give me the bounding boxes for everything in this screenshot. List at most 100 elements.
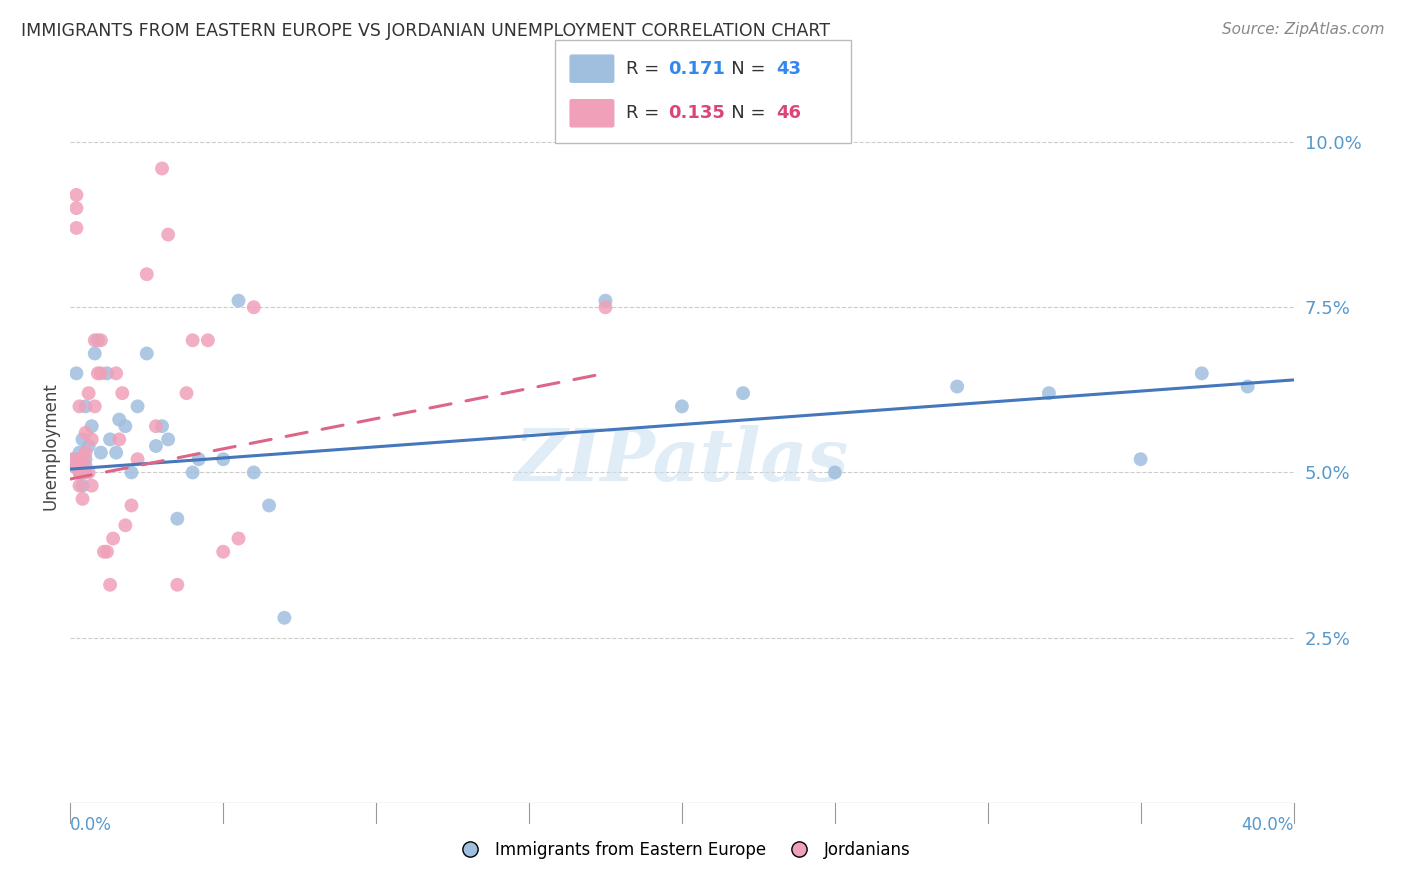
Point	[121, 466, 143, 480]
Point	[108, 412, 131, 426]
Point	[62, 452, 84, 467]
Point	[87, 367, 110, 381]
Point	[157, 433, 180, 447]
Point	[75, 458, 97, 473]
Point	[135, 346, 157, 360]
Point	[181, 333, 204, 347]
Point	[228, 532, 250, 546]
Point	[228, 293, 250, 308]
Point	[69, 445, 91, 459]
Point	[157, 227, 180, 242]
Point	[77, 466, 100, 480]
Point	[121, 499, 143, 513]
Point	[212, 452, 235, 467]
Point	[595, 300, 617, 314]
Point	[824, 466, 846, 480]
Text: 46: 46	[776, 104, 801, 122]
Point	[69, 452, 91, 467]
Point	[80, 478, 103, 492]
Point	[114, 518, 136, 533]
Point	[75, 452, 97, 467]
Point	[72, 478, 94, 492]
Point	[65, 201, 87, 215]
Point	[90, 445, 112, 459]
Text: IMMIGRANTS FROM EASTERN EUROPE VS JORDANIAN UNEMPLOYMENT CORRELATION CHART: IMMIGRANTS FROM EASTERN EUROPE VS JORDAN…	[21, 22, 830, 40]
Point	[212, 545, 235, 559]
Point	[145, 419, 167, 434]
Text: R =: R =	[626, 60, 665, 78]
Point	[273, 611, 295, 625]
Point	[62, 458, 84, 473]
Point	[80, 433, 103, 447]
Point	[101, 532, 124, 546]
Point	[105, 367, 128, 381]
Text: 43: 43	[776, 60, 801, 78]
Point	[75, 466, 97, 480]
Point	[1191, 367, 1213, 381]
Point	[65, 367, 87, 381]
Point	[105, 445, 128, 459]
Point	[83, 346, 105, 360]
Point	[946, 379, 969, 393]
Point	[1038, 386, 1060, 401]
Point	[93, 545, 115, 559]
Text: ZIPatlas: ZIPatlas	[515, 425, 849, 496]
Point	[69, 400, 91, 414]
Point	[108, 433, 131, 447]
Point	[1129, 452, 1152, 467]
Point	[111, 386, 134, 401]
Point	[150, 419, 173, 434]
Point	[145, 439, 167, 453]
Point	[62, 452, 84, 467]
Point	[72, 452, 94, 467]
Point	[243, 300, 266, 314]
Point	[135, 267, 157, 281]
Point	[243, 466, 266, 480]
Point	[257, 499, 280, 513]
Text: N =: N =	[714, 60, 772, 78]
Point	[77, 386, 100, 401]
Point	[96, 367, 118, 381]
Point	[187, 452, 209, 467]
Text: N =: N =	[714, 104, 772, 122]
Point	[150, 161, 173, 176]
Point	[733, 386, 755, 401]
Point	[69, 478, 91, 492]
Point	[69, 466, 91, 480]
Point	[96, 545, 118, 559]
Point	[1236, 379, 1258, 393]
Point	[72, 466, 94, 480]
Text: 0.0%: 0.0%	[70, 815, 112, 834]
Point	[83, 333, 105, 347]
Point	[127, 452, 149, 467]
Point	[75, 445, 97, 459]
Point	[65, 221, 87, 235]
Point	[127, 400, 149, 414]
Point	[671, 400, 693, 414]
Point	[72, 491, 94, 506]
Text: 0.135: 0.135	[668, 104, 724, 122]
Point	[90, 333, 112, 347]
Point	[75, 425, 97, 440]
Point	[166, 578, 188, 592]
Text: Source: ZipAtlas.com: Source: ZipAtlas.com	[1222, 22, 1385, 37]
Point	[90, 367, 112, 381]
Y-axis label: Unemployment: Unemployment	[41, 382, 59, 510]
Point	[98, 578, 121, 592]
Point	[77, 439, 100, 453]
Point	[176, 386, 198, 401]
Point	[75, 400, 97, 414]
Point	[181, 466, 204, 480]
Point	[87, 333, 110, 347]
Point	[80, 419, 103, 434]
Point	[98, 433, 121, 447]
Point	[197, 333, 219, 347]
Point	[114, 419, 136, 434]
Point	[65, 188, 87, 202]
Point	[72, 433, 94, 447]
Text: 40.0%: 40.0%	[1241, 815, 1294, 834]
Point	[65, 458, 87, 473]
Legend: Immigrants from Eastern Europe, Jordanians: Immigrants from Eastern Europe, Jordania…	[446, 835, 918, 866]
Text: 0.171: 0.171	[668, 60, 724, 78]
Point	[166, 511, 188, 525]
